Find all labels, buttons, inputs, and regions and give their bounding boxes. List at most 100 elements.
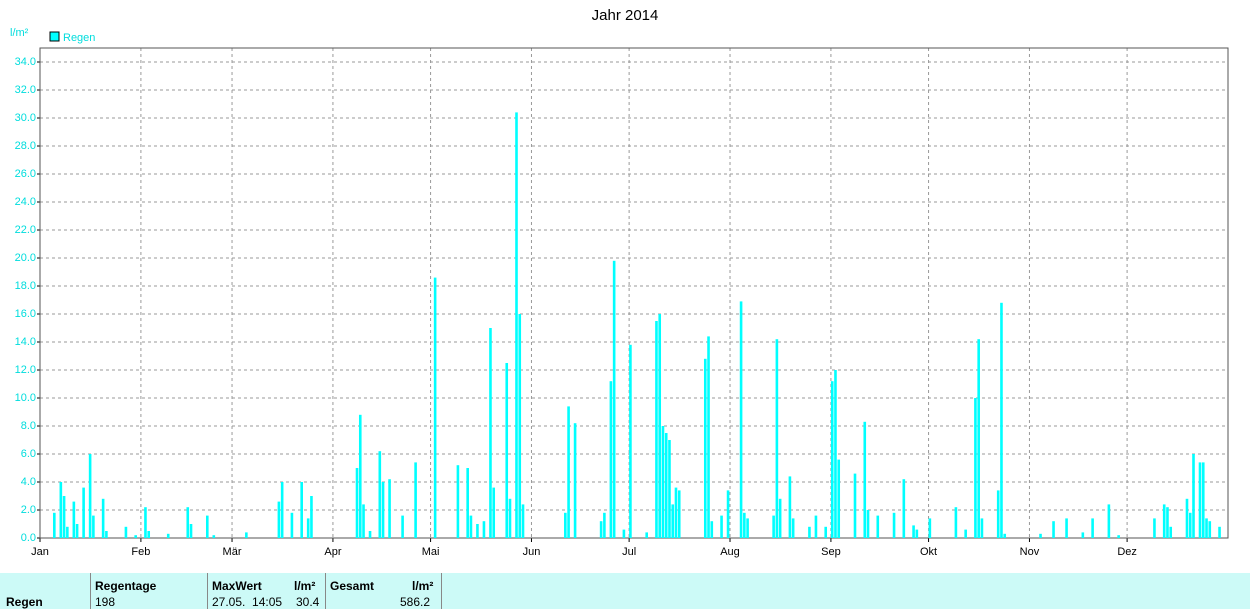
bar xyxy=(358,414,362,538)
bar xyxy=(837,459,841,538)
bar xyxy=(664,433,668,538)
bar xyxy=(791,518,795,538)
bar xyxy=(381,482,385,538)
bar xyxy=(1039,533,1042,538)
y-tick-label: 34.0 xyxy=(15,56,36,68)
bar xyxy=(726,490,730,538)
x-tick-label: Mär xyxy=(223,546,242,558)
y-tick-label: 22.0 xyxy=(15,224,36,236)
bar xyxy=(368,531,372,538)
bar xyxy=(707,336,710,538)
bar xyxy=(622,529,626,538)
bar xyxy=(772,515,775,538)
bar xyxy=(1218,526,1221,538)
bar xyxy=(629,344,632,538)
bar xyxy=(778,498,782,538)
bar xyxy=(212,535,216,538)
bar xyxy=(75,524,79,538)
y-tick-label: 32.0 xyxy=(15,84,36,96)
bar xyxy=(92,515,95,538)
bar xyxy=(720,515,723,538)
x-tick-label: Aug xyxy=(720,546,740,558)
bar xyxy=(1201,462,1205,538)
bar xyxy=(863,421,867,538)
bar xyxy=(1208,521,1212,538)
bar xyxy=(1205,518,1208,538)
bar xyxy=(388,479,391,538)
bar xyxy=(788,476,792,538)
y-tick-label: 24.0 xyxy=(15,196,36,208)
separator xyxy=(441,573,442,609)
bar xyxy=(482,521,486,538)
bar xyxy=(1052,521,1055,538)
bar xyxy=(466,468,469,538)
bar xyxy=(378,451,382,538)
bar xyxy=(564,512,567,538)
bar xyxy=(658,314,662,538)
bar xyxy=(362,504,365,538)
bar xyxy=(1162,504,1166,538)
bar xyxy=(866,510,870,538)
x-tick-label: Okt xyxy=(920,546,937,558)
bar xyxy=(433,277,437,538)
bar xyxy=(88,454,92,538)
bar xyxy=(147,531,151,538)
bar xyxy=(1166,507,1169,538)
x-tick-label: Mai xyxy=(422,546,440,558)
y-tick-label: 12.0 xyxy=(15,364,36,376)
bar xyxy=(609,381,613,538)
cell: 30.4 xyxy=(296,595,320,609)
x-tick-label: Feb xyxy=(131,546,150,558)
summary-table: Regen Regentage 198 MaxWert l/m² 27.05. … xyxy=(0,573,1250,609)
y-tick-label: 26.0 xyxy=(15,168,36,180)
bar xyxy=(964,529,967,538)
cell: 198 xyxy=(95,595,116,609)
y-tick-label: 2.0 xyxy=(21,504,36,516)
x-tick-label: Jul xyxy=(622,546,636,558)
bar xyxy=(414,462,417,538)
bar xyxy=(144,507,147,538)
bar xyxy=(928,518,932,538)
bar xyxy=(489,328,492,538)
x-tick-label: Apr xyxy=(324,546,341,558)
bar xyxy=(677,490,681,538)
bar xyxy=(277,501,281,538)
bar xyxy=(105,531,108,538)
bar xyxy=(824,526,828,538)
bar xyxy=(739,301,743,538)
y-tick-label: 10.0 xyxy=(15,392,36,404)
x-tick-label: Dez xyxy=(1117,546,1137,558)
bar xyxy=(912,525,915,538)
legend-swatch xyxy=(49,31,60,42)
y-tick-label: 20.0 xyxy=(15,252,36,264)
y-tick-label: 30.0 xyxy=(15,112,36,124)
separator xyxy=(90,573,91,609)
x-tick-label: Jan xyxy=(31,546,49,558)
y-tick-label: 8.0 xyxy=(21,420,36,432)
bar xyxy=(902,479,906,538)
bar xyxy=(1169,526,1173,538)
bar xyxy=(1065,518,1068,538)
bar xyxy=(280,482,284,538)
bar xyxy=(469,515,473,538)
bar xyxy=(710,521,714,538)
bar xyxy=(599,521,603,538)
bar xyxy=(1188,512,1192,538)
header: l/m² xyxy=(412,579,434,593)
bar xyxy=(306,518,310,538)
header: l/m² xyxy=(294,579,316,593)
x-tick-label: Jun xyxy=(523,546,541,558)
bar xyxy=(1117,535,1120,538)
bar xyxy=(775,339,779,538)
bar xyxy=(977,339,980,538)
bar xyxy=(1192,454,1195,538)
bar xyxy=(515,112,518,539)
bar xyxy=(355,468,359,538)
bar xyxy=(476,524,479,538)
separator xyxy=(325,573,326,609)
bar xyxy=(853,473,857,538)
bar xyxy=(834,370,837,538)
bar xyxy=(245,532,248,538)
plot-frame xyxy=(39,47,1229,539)
